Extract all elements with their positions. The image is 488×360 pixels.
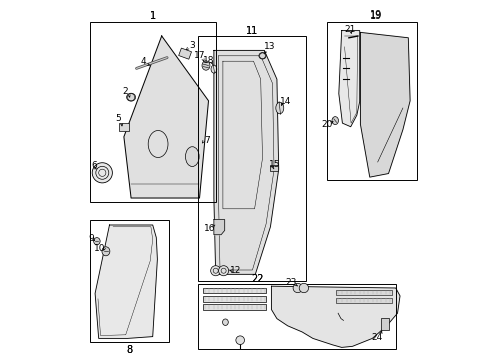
Text: 14: 14 xyxy=(279,97,291,106)
Text: 19: 19 xyxy=(369,10,381,20)
Text: 16: 16 xyxy=(203,224,215,233)
Circle shape xyxy=(210,266,220,276)
Polygon shape xyxy=(213,50,278,274)
Text: 23: 23 xyxy=(285,278,296,287)
Text: 2: 2 xyxy=(122,87,127,96)
Text: 6: 6 xyxy=(91,161,97,170)
Text: 12: 12 xyxy=(229,266,241,275)
Bar xyxy=(89,220,168,342)
Bar xyxy=(270,165,277,171)
Bar xyxy=(336,298,391,303)
Polygon shape xyxy=(271,286,399,347)
Text: 1: 1 xyxy=(149,11,156,21)
Circle shape xyxy=(299,283,308,293)
Ellipse shape xyxy=(275,102,283,114)
Text: 5: 5 xyxy=(115,114,121,123)
Text: 20: 20 xyxy=(321,120,332,129)
Circle shape xyxy=(235,336,244,345)
Ellipse shape xyxy=(331,117,338,125)
Bar xyxy=(203,304,265,310)
Ellipse shape xyxy=(258,53,265,59)
Ellipse shape xyxy=(202,61,209,70)
Text: 15: 15 xyxy=(268,161,280,170)
Text: 13: 13 xyxy=(264,42,275,51)
Bar xyxy=(119,123,129,131)
Text: 22: 22 xyxy=(250,274,263,284)
Bar xyxy=(381,318,388,330)
Text: 22: 22 xyxy=(250,274,263,284)
Bar xyxy=(178,48,191,59)
Text: 21: 21 xyxy=(344,25,355,34)
Polygon shape xyxy=(95,225,157,338)
Polygon shape xyxy=(338,31,359,127)
Bar xyxy=(336,290,391,295)
Ellipse shape xyxy=(185,147,199,167)
Text: 8: 8 xyxy=(126,345,132,355)
Ellipse shape xyxy=(126,93,135,101)
Ellipse shape xyxy=(222,319,228,325)
Text: 17: 17 xyxy=(193,51,205,60)
Bar xyxy=(203,288,265,293)
Text: 19: 19 xyxy=(369,11,381,21)
Text: 7: 7 xyxy=(203,136,209,145)
Bar xyxy=(197,284,395,349)
Text: 10: 10 xyxy=(94,244,105,253)
Bar xyxy=(89,22,215,202)
Circle shape xyxy=(218,266,228,276)
Text: 1: 1 xyxy=(149,11,156,21)
Text: 8: 8 xyxy=(126,345,132,355)
Bar xyxy=(197,36,305,281)
Text: 18: 18 xyxy=(203,56,214,65)
Polygon shape xyxy=(360,32,409,177)
Circle shape xyxy=(92,163,112,183)
Text: 3: 3 xyxy=(189,41,195,50)
Text: 11: 11 xyxy=(245,26,257,36)
Polygon shape xyxy=(213,220,224,235)
Text: 9: 9 xyxy=(88,234,94,243)
Text: 4: 4 xyxy=(141,57,146,66)
Ellipse shape xyxy=(211,65,216,73)
Ellipse shape xyxy=(94,238,100,245)
Ellipse shape xyxy=(102,247,110,256)
Polygon shape xyxy=(123,36,208,198)
Circle shape xyxy=(292,283,302,293)
Text: 11: 11 xyxy=(245,26,257,36)
Bar xyxy=(326,22,416,180)
Bar xyxy=(203,296,265,302)
Text: 24: 24 xyxy=(370,333,382,342)
